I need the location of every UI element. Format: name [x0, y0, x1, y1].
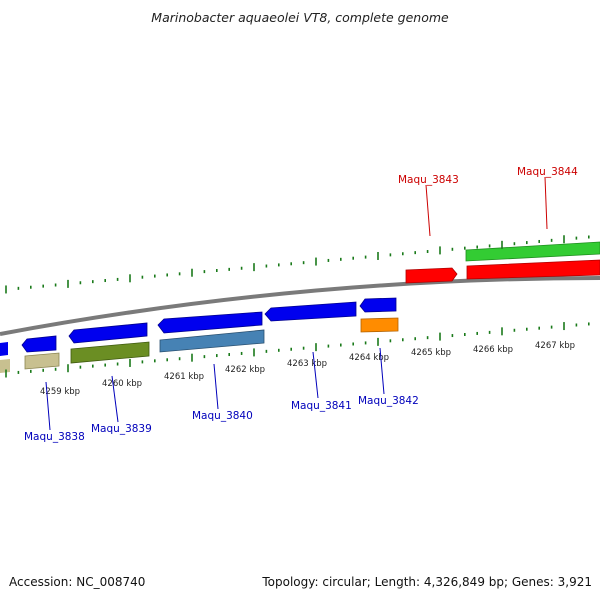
bottom-tick-track [5, 322, 590, 378]
gene-arrow-maqu-3842[interactable] [359, 297, 397, 313]
scale-label: 4261 kbp [164, 372, 204, 382]
scale-label: 4267 kbp [535, 341, 575, 351]
leader-line-maqu-3839 [111, 375, 119, 423]
gene-arrow-maqu-3844[interactable] [466, 259, 600, 280]
scale-label: 4265 kbp [411, 348, 451, 358]
gene-label-maqu-3839[interactable]: Maqu_3839 [91, 423, 152, 435]
leader-line-maqu-3844 [544, 176, 548, 230]
top-tick-track [5, 235, 590, 294]
leader-line-maqu-3838 [45, 381, 51, 431]
gene-arrow-maqu-3841[interactable] [264, 301, 357, 322]
leader-line-maqu-3843 [425, 184, 431, 237]
scale-labels: 4259 kbp 4260 kbp 4261 kbp 4262 kbp 4263 kbp… [40, 341, 575, 397]
gene-label-maqu-3841[interactable]: Maqu_3841 [291, 400, 352, 412]
genome-backbone [0, 276, 600, 336]
gene-bar-khaki-left[interactable] [0, 359, 10, 373]
genome-stats-text: Topology: circular; Length: 4,326,849 bp… [262, 575, 592, 589]
gene-arrow-leftmost[interactable] [0, 342, 8, 356]
gene-arrow-maqu-3840[interactable] [157, 311, 263, 334]
map-title: Marinobacter aquaeolei VT8, complete gen… [151, 10, 449, 25]
gene-label-maqu-3844[interactable]: Maqu_3844 [517, 166, 578, 178]
gene-label-maqu-3843[interactable]: Maqu_3843 [398, 174, 459, 186]
leader-line-maqu-3842 [379, 347, 385, 395]
gene-arrow-maqu-3844-green[interactable] [465, 241, 600, 262]
gene-arrow-maqu-3843[interactable] [405, 267, 458, 284]
scale-label: 4262 kbp [225, 365, 265, 375]
gene-arrow-maqu-3838[interactable] [21, 335, 57, 353]
scale-label: 4260 kbp [102, 379, 142, 389]
reverse-labels: Maqu_3838 Maqu_3839 Maqu_3840 Maqu_3841 … [24, 347, 419, 443]
gene-arrow-maqu-3839[interactable] [68, 322, 148, 344]
gene-label-maqu-3838[interactable]: Maqu_3838 [24, 431, 85, 443]
gene-label-maqu-3842[interactable]: Maqu_3842 [358, 395, 419, 407]
accession-text: Accession: NC_008740 [9, 575, 146, 589]
scale-label: 4266 kbp [473, 345, 513, 355]
forward-labels: Maqu_3843 Maqu_3844 [398, 166, 578, 237]
leader-line-maqu-3840 [213, 363, 219, 410]
gene-bar-olive[interactable] [70, 341, 150, 364]
leader-line-maqu-3841 [312, 351, 319, 399]
gene-bar-orange[interactable] [360, 317, 399, 333]
scale-label: 4259 kbp [40, 387, 80, 397]
gene-label-maqu-3840[interactable]: Maqu_3840 [192, 410, 253, 422]
gene-bar-steel[interactable] [159, 329, 265, 353]
scale-label: 4263 kbp [287, 359, 327, 369]
gene-bar-khaki[interactable] [24, 352, 60, 370]
scale-label: 4264 kbp [349, 353, 389, 363]
